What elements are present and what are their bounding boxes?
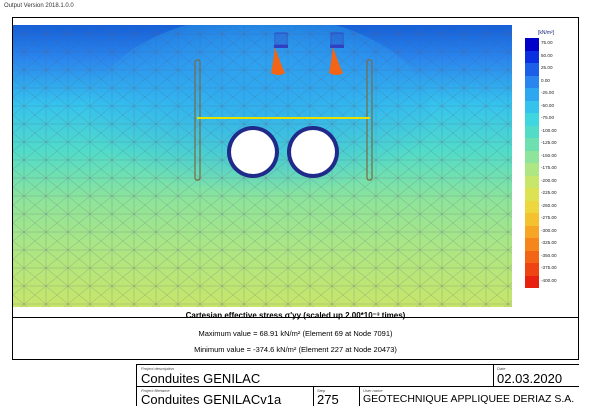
title-block-divider (493, 364, 494, 386)
legend-label: -50.00 (541, 102, 555, 108)
title-block (136, 364, 579, 406)
project-description-label: Project description (141, 366, 174, 371)
legend-swatch (525, 38, 539, 51)
legend-label: -275.00 (541, 215, 557, 220)
legend-label: -150.00 (541, 152, 557, 158)
project-filename-label: Project filename (141, 388, 170, 393)
user-name: GEOTECHNIQUE APPLIQUEE DERIAZ S.A. (363, 393, 575, 405)
title-block-divider (313, 386, 314, 406)
load-stress-hotspot-left (271, 47, 285, 75)
legend-swatch (525, 225, 539, 238)
pipe-right (291, 130, 335, 174)
legend-label: -300.00 (541, 227, 557, 233)
minimum-value: Minimum value = -374.6 kN/m² (Element 22… (194, 345, 397, 354)
legend-label: 25.00 (541, 65, 553, 70)
legend-label: -100.00 (541, 127, 557, 133)
legend-label: -25.00 (541, 90, 555, 95)
legend-label: 75.00 (541, 40, 553, 45)
legend-swatch (525, 175, 539, 188)
title-block-divider (136, 386, 579, 387)
legend-swatch (525, 163, 539, 176)
legend-label: -175.00 (541, 165, 557, 170)
legend-swatch (525, 113, 539, 126)
legend-label: -75.00 (541, 115, 555, 120)
point-load-left-icon (274, 32, 288, 48)
user-label: User name (363, 388, 383, 393)
legend-label: -400.00 (541, 277, 557, 283)
sheet-pile-wall-right (366, 59, 373, 181)
point-load-right-icon (330, 32, 344, 48)
legend-swatch (525, 200, 539, 213)
title-block-divider (359, 386, 360, 406)
caption-box (12, 308, 579, 360)
sheet-pile-wall-left (194, 59, 201, 181)
legend-swatch (525, 138, 539, 151)
legend-unit: [kN/m²] (538, 30, 555, 36)
load-stress-hotspot-right (329, 47, 343, 75)
date: 02.03.2020 (497, 371, 563, 386)
legend-label: -375.00 (541, 265, 557, 270)
maximum-value: Maximum value = 68.91 kN/m² (Element 69 … (198, 329, 393, 338)
legend-swatch (525, 50, 539, 63)
legend-label: 0.00 (541, 77, 550, 83)
legend-label: -225.00 (541, 190, 557, 195)
output-version: Output Version 2018.1.0.0 (4, 3, 74, 9)
step-label: Step (317, 388, 326, 393)
result-title: Cartesian effective stress σ'yy (scaled … (185, 311, 406, 320)
legend-swatch (525, 213, 539, 226)
stress-contour-plot (13, 25, 512, 307)
legend-swatch (525, 100, 539, 113)
project-filename: Conduites GENILACv1a (141, 392, 282, 407)
step: 275 (317, 392, 339, 407)
legend-label: -250.00 (541, 202, 557, 208)
legend-swatch (525, 188, 539, 201)
legend-label: 50.00 (541, 52, 553, 58)
legend-swatch (525, 250, 539, 263)
legend-swatch (525, 125, 539, 138)
legend-swatch (525, 75, 539, 88)
legend-swatch (525, 263, 539, 276)
project-description: Conduites GENILAC (141, 371, 261, 386)
date-label: Date (497, 366, 506, 371)
legend-swatch (525, 150, 539, 163)
legend-swatch (525, 275, 539, 288)
legend-swatch (525, 238, 539, 251)
legend-label: -350.00 (541, 252, 557, 258)
legend-swatch (525, 88, 539, 101)
legend-label: -125.00 (541, 140, 557, 145)
legend-label: -325.00 (541, 240, 557, 245)
legend-label: -200.00 (541, 177, 557, 183)
legend-swatch (525, 63, 539, 76)
pipe-left (231, 130, 275, 174)
